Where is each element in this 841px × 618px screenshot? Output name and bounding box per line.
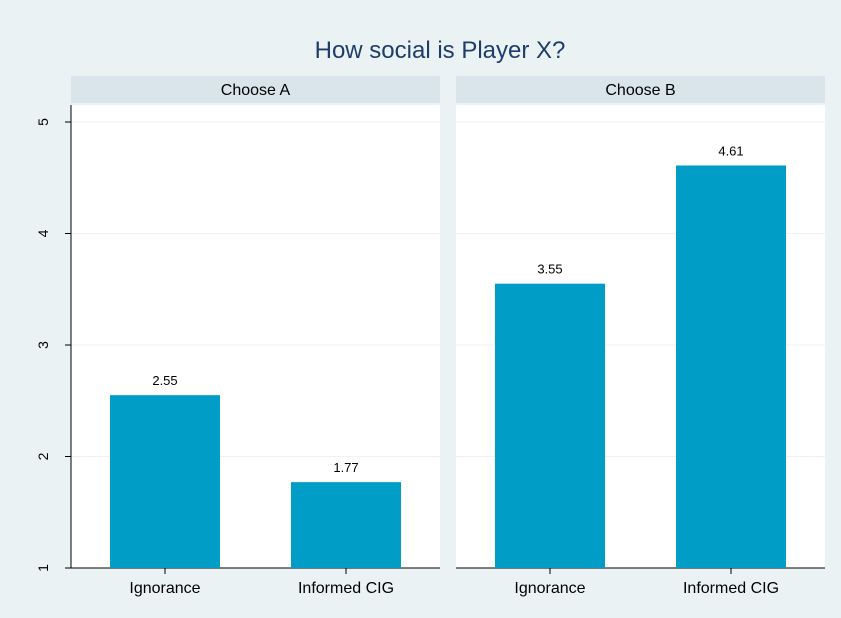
panel-header-label: Choose B xyxy=(605,82,675,99)
y-tick-label: 4 xyxy=(35,229,51,237)
chart-title: How social is Player X? xyxy=(315,37,566,64)
x-tick-label: Ignorance xyxy=(129,580,200,597)
bar-value-label: 4.61 xyxy=(718,143,743,158)
panel-header xyxy=(456,76,825,103)
x-tick-label: Ignorance xyxy=(514,580,585,597)
x-tick-label: Informed CIG xyxy=(298,580,394,597)
bar xyxy=(495,283,605,568)
x-tick-label: Informed CIG xyxy=(683,580,779,597)
bar xyxy=(676,165,786,569)
bar xyxy=(110,395,220,568)
bar xyxy=(291,482,401,568)
bar-value-label: 1.77 xyxy=(333,460,358,475)
panel-header xyxy=(71,76,440,103)
y-tick-label: 5 xyxy=(35,118,51,126)
y-tick-label: 3 xyxy=(35,341,51,349)
y-axis: 1 2 3 4 5 xyxy=(35,105,72,572)
panel-header-label: Choose A xyxy=(221,82,291,99)
y-tick-label: 2 xyxy=(35,452,51,460)
panel-2: Choose B 3.55 Ignorance 4.61 Informed CIG xyxy=(456,76,825,597)
bar-value-label: 2.55 xyxy=(152,373,177,388)
panel-1: Choose A 2.55 Ignorance 1.77 Informed CIG xyxy=(71,76,440,597)
bar-value-label: 3.55 xyxy=(537,262,562,277)
y-tick-label: 1 xyxy=(35,564,51,572)
